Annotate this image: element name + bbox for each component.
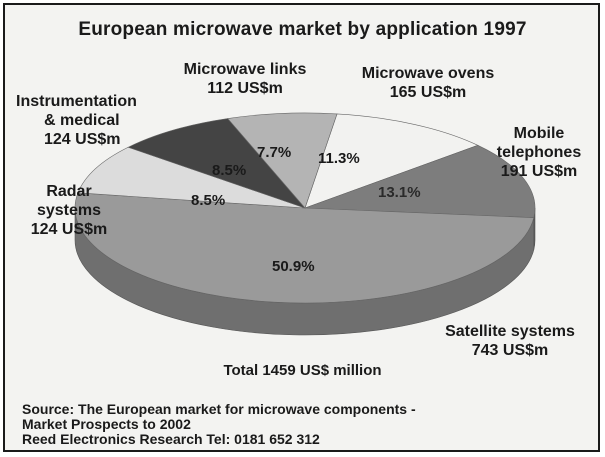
pct-microwave-ovens: 11.3% — [318, 150, 360, 167]
pie-slice-satellite-systems — [74, 192, 535, 304]
label-instrumentation-value: 124 US$m — [44, 131, 121, 148]
label-satellite-value: 743 US$m — [471, 342, 549, 359]
label-microwave-links-name: Microwave links — [183, 61, 307, 78]
pct-radar-systems: 8.5% — [191, 192, 226, 209]
label-instrumentation: Instrumentation & medical 124 US$m — [16, 92, 137, 149]
label-radar-value: 124 US$m — [30, 221, 108, 238]
label-instrumentation-name-1: Instrumentation — [16, 93, 137, 110]
source-line-2: Market Prospects to 2002 — [22, 416, 191, 432]
label-microwave-ovens-name: Microwave ovens — [361, 65, 495, 82]
pie-slice-mobile-telephones — [304, 144, 536, 218]
label-microwave-ovens-value: 165 US$m — [389, 84, 467, 101]
pie-slice-radar-systems — [77, 146, 306, 209]
label-mobile-name-2: telephones — [496, 144, 582, 161]
chart-title: European microwave market by application… — [78, 19, 527, 40]
label-mobile-name-1: Mobile — [513, 125, 565, 142]
pct-mobile-telephones: 13.1% — [378, 184, 421, 201]
label-microwave-ovens: Microwave ovens 165 US$m — [333, 64, 523, 102]
pie-slice-microwave-ovens — [304, 113, 479, 209]
label-microwave-links: Microwave links 112 US$m — [160, 60, 330, 98]
chart-total: Total 1459 US$ million — [223, 362, 382, 379]
label-satellite-name: Satellite systems — [445, 323, 575, 340]
pct-instrumentation-medical: 8.5% — [212, 162, 247, 179]
pie-slice-microwave-links — [227, 112, 338, 209]
pct-satellite-systems: 50.9% — [272, 258, 315, 275]
source-note: Source: The European market for microwav… — [22, 402, 416, 447]
source-line-1: Source: The European market for microwav… — [22, 401, 416, 417]
label-radar-systems: Radar systems 124 US$m — [14, 182, 124, 239]
label-satellite-systems: Satellite systems 743 US$m — [430, 322, 590, 360]
label-instrumentation-name-2: & medical — [44, 112, 120, 129]
pct-microwave-links: 7.7% — [257, 144, 292, 161]
label-mobile-telephones: Mobile telephones 191 US$m — [484, 124, 594, 181]
label-radar-name-1: Radar — [46, 183, 92, 200]
pie-slice-instrumentation-medical — [127, 118, 306, 209]
label-microwave-links-value: 112 US$m — [207, 80, 283, 97]
label-radar-name-2: systems — [36, 202, 102, 219]
label-mobile-value: 191 US$m — [500, 163, 578, 180]
source-line-3: Reed Electronics Research Tel: 0181 652 … — [22, 431, 320, 447]
